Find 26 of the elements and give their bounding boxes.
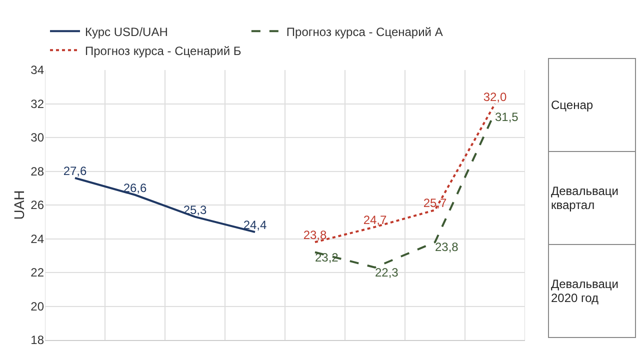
data-label: 23,8 [435, 240, 459, 254]
text: Девальваци квартал [548, 152, 636, 244]
y-tick-label: 22 [30, 266, 44, 280]
y-tick-label: 18 [30, 333, 44, 348]
data-label: 24,7 [363, 212, 387, 227]
y-tick-label: 28 [30, 164, 44, 178]
y-tick-label: 24 [30, 232, 44, 246]
data-label: 26,6 [123, 180, 147, 195]
data-label: 25,7 [423, 196, 447, 210]
legend-label: Прогноз курса - Сценарий Б [85, 44, 242, 58]
data-label: 27,6 [63, 164, 87, 178]
y-tick-label: 34 [30, 63, 44, 78]
legend-label: Прогноз курса - Сценарий А [286, 24, 443, 39]
data-label: 24,4 [243, 218, 267, 232]
text: Девальваци 2020 год [548, 244, 636, 338]
legend-label: Курс USD/UAH [85, 24, 168, 39]
y-axis-title: UAH [11, 190, 28, 220]
data-label: 31,5 [495, 110, 519, 124]
text: Сценар [548, 58, 636, 152]
y-tick-label: 30 [30, 130, 44, 145]
y-tick-label: 32 [30, 96, 44, 111]
data-label: 32,0 [483, 90, 507, 104]
data-label: 22,3 [375, 265, 399, 280]
y-tick-label: 26 [30, 198, 44, 212]
data-label: 23,8 [303, 228, 327, 242]
y-tick-label: 20 [30, 299, 44, 314]
